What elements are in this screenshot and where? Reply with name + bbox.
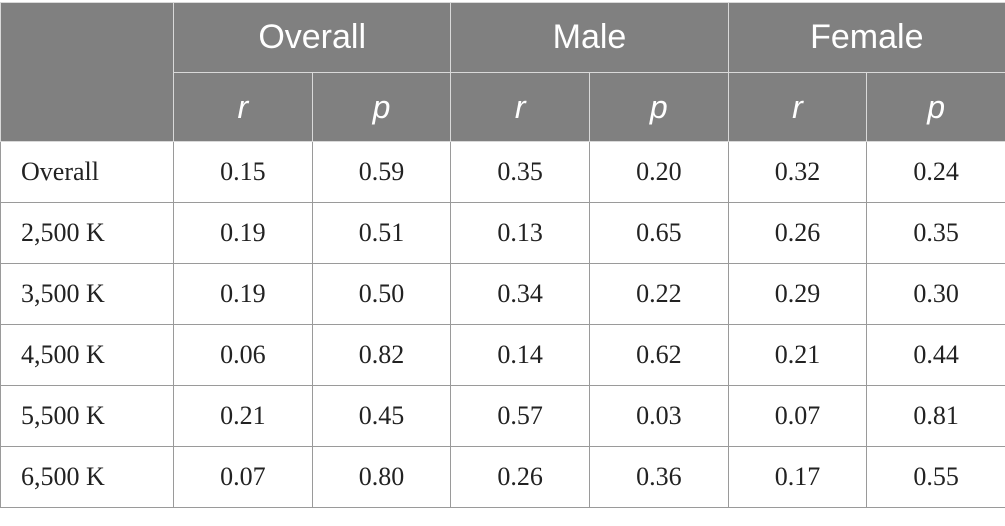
row-label: Overall	[0, 141, 174, 203]
table-cell: 0.57	[450, 385, 590, 447]
table-cell: 0.55	[866, 446, 1005, 508]
table-cell: 0.36	[588, 446, 729, 508]
table-cell: 0.07	[727, 385, 868, 447]
table-cell: 0.24	[866, 141, 1005, 203]
table-cell: 0.21	[173, 385, 313, 447]
table-cell: 0.34	[450, 263, 590, 325]
subheader-p: p	[866, 72, 1005, 142]
table-row: 5,500 K 0.21 0.45 0.57 0.03 0.07 0.81	[0, 385, 1005, 447]
group-header-row: Overall Male Female	[0, 2, 1005, 142]
table-cell: 0.30	[866, 263, 1005, 325]
table-row: 6,500 K 0.07 0.80 0.26 0.36 0.17 0.55	[0, 446, 1005, 508]
table-header: Overall Male Female r p r p r p	[0, 2, 1005, 142]
table-cell: 0.32	[727, 141, 868, 203]
header-corner-cell	[0, 2, 174, 142]
table-cell: 0.22	[588, 263, 729, 325]
table-cell: 0.65	[588, 202, 729, 264]
table-cell: 0.26	[727, 202, 868, 264]
group-header-male: Male	[450, 2, 729, 73]
table-cell: 0.81	[866, 385, 1005, 447]
table-cell: 0.03	[588, 385, 729, 447]
table-cell: 0.29	[727, 263, 868, 325]
table-cell: 0.26	[450, 446, 590, 508]
subheader-r: r	[173, 72, 313, 142]
table-body: Overall 0.15 0.59 0.35 0.20 0.32 0.24 2,…	[0, 141, 1005, 508]
subheader-r: r	[727, 72, 868, 142]
table-cell: 0.59	[311, 141, 452, 203]
table-cell: 0.21	[727, 324, 868, 386]
table-cell: 0.07	[173, 446, 313, 508]
table-cell: 0.80	[311, 446, 452, 508]
table-row: 4,500 K 0.06 0.82 0.14 0.62 0.21 0.44	[0, 324, 1005, 386]
table-cell: 0.06	[173, 324, 313, 386]
table-cell: 0.15	[173, 141, 313, 203]
table-cell: 0.51	[311, 202, 452, 264]
table-cell: 0.35	[450, 141, 590, 203]
subheader-p: p	[311, 72, 452, 142]
group-header-overall: Overall	[172, 2, 452, 73]
row-label: 5,500 K	[0, 385, 174, 447]
table-cell: 0.17	[727, 446, 868, 508]
table-cell: 0.14	[450, 324, 590, 386]
row-label: 4,500 K	[0, 324, 174, 386]
table-cell: 0.13	[450, 202, 590, 264]
table-cell: 0.20	[588, 141, 729, 203]
table-cell: 0.35	[866, 202, 1005, 264]
table-row: 3,500 K 0.19 0.50 0.34 0.22 0.29 0.30	[0, 263, 1005, 325]
correlation-table: Overall Male Female r p r p r p Overall …	[0, 2, 1005, 508]
table-cell: 0.45	[311, 385, 452, 447]
row-label: 3,500 K	[0, 263, 174, 325]
row-label: 6,500 K	[0, 446, 174, 508]
table-cell: 0.62	[588, 324, 729, 386]
row-label: 2,500 K	[0, 202, 174, 264]
table-cell: 0.19	[173, 263, 313, 325]
table-cell: 0.50	[311, 263, 452, 325]
table-row: Overall 0.15 0.59 0.35 0.20 0.32 0.24	[0, 141, 1005, 203]
subheader-row: r p r p r p	[1, 72, 1005, 142]
table-cell: 0.19	[173, 202, 313, 264]
table-cell: 0.82	[311, 324, 452, 386]
subheader-r: r	[450, 72, 590, 142]
table-row: 2,500 K 0.19 0.51 0.13 0.65 0.26 0.35	[0, 202, 1005, 264]
group-header-female: Female	[727, 2, 1005, 73]
table-cell: 0.44	[866, 324, 1005, 386]
subheader-p: p	[588, 72, 729, 142]
